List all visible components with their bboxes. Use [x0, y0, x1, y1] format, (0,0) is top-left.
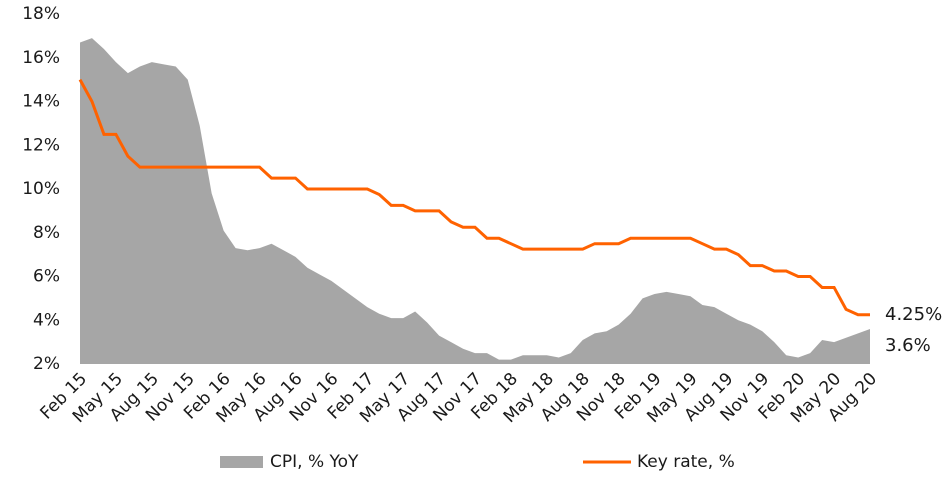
- cpi-area: [80, 38, 870, 364]
- y-tick-label: 8%: [33, 223, 60, 243]
- y-tick-label: 16%: [22, 48, 60, 68]
- y-tick-label: 18%: [22, 4, 60, 24]
- y-tick-label: 4%: [33, 310, 60, 330]
- y-tick-label: 6%: [33, 267, 60, 287]
- legend-label: Key rate, %: [637, 452, 735, 472]
- y-tick-label: 12%: [22, 135, 60, 155]
- y-tick-label: 14%: [22, 92, 60, 112]
- legend-label: CPI, % YoY: [270, 452, 359, 472]
- y-tick-label: 2%: [33, 354, 60, 374]
- end-label: 4.25%: [885, 304, 942, 325]
- end-label: 3.6%: [885, 335, 931, 356]
- key-rate-line: [78, 78, 870, 317]
- legend-swatch: [220, 456, 263, 468]
- y-tick-label: 10%: [22, 179, 60, 199]
